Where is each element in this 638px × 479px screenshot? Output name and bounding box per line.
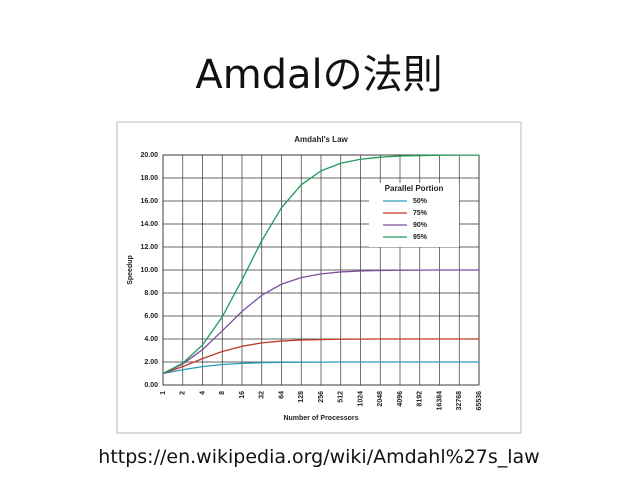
x-axis-label: Number of Processors (283, 415, 358, 422)
x-tick-label: 256 (318, 391, 325, 403)
y-tick-label: 0.00 (144, 382, 158, 389)
series-line (162, 154, 479, 375)
series-line (162, 338, 479, 375)
x-tick-label: 2 (180, 391, 187, 395)
slide-title: Amdalの法則 (195, 52, 443, 98)
legend-label: 90% (413, 222, 428, 229)
y-tick-label: 8.00 (144, 290, 158, 297)
y-tick-label: 6.00 (144, 313, 158, 320)
legend-box (369, 183, 459, 247)
x-tick-label: 4 (199, 391, 206, 395)
x-tick-label: 65536 (476, 391, 483, 411)
x-tick-label: 16384 (436, 391, 443, 411)
x-tick-label: 8192 (417, 391, 424, 407)
x-tick-label: 16 (239, 391, 246, 399)
slide-url: https://en.wikipedia.org/wiki/Amdahl%27s… (98, 446, 540, 468)
y-tick-label: 12.00 (140, 244, 158, 251)
y-tick-label: 16.00 (140, 198, 158, 205)
series-line (162, 361, 479, 375)
y-tick-label: 20.00 (140, 152, 158, 159)
legend-title: Parallel Portion (385, 184, 444, 193)
series-line (162, 269, 479, 375)
chart-frame (116, 121, 522, 434)
y-axis-label: Speedup (127, 255, 134, 285)
x-tick-label: 1024 (357, 391, 364, 407)
legend-label: 75% (413, 210, 428, 217)
y-tick-label: 14.00 (140, 221, 158, 228)
legend-label: 50% (413, 198, 428, 205)
x-tick-label: 1 (160, 391, 167, 395)
x-tick-label: 32768 (456, 391, 463, 411)
x-tick-label: 8 (219, 391, 226, 395)
y-tick-label: 2.00 (144, 359, 158, 366)
y-tick-label: 10.00 (140, 267, 158, 274)
x-tick-label: 32 (259, 391, 266, 399)
y-tick-label: 18.00 (140, 175, 158, 182)
chart-title: Amdahl's Law (294, 135, 348, 144)
x-tick-label: 4096 (397, 391, 404, 407)
x-tick-label: 2048 (377, 391, 384, 407)
x-tick-label: 128 (298, 391, 305, 403)
x-tick-label: 512 (338, 391, 345, 403)
y-tick-label: 4.00 (144, 336, 158, 343)
x-tick-label: 64 (278, 391, 285, 399)
legend-label: 95% (413, 234, 428, 241)
